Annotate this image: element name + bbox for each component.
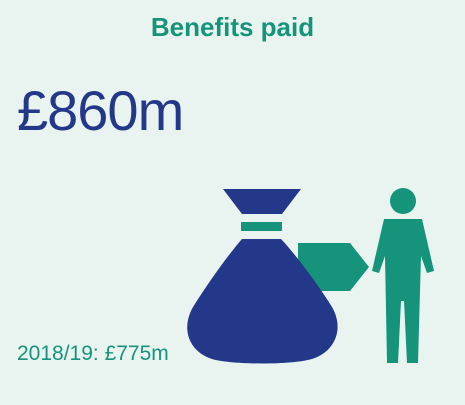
money-bag-icon [187,189,338,364]
previous-year-comparison: 2018/19: £775m [17,342,169,365]
person-icon [372,188,434,363]
arrow-right-icon [298,243,369,291]
card-title: Benefits paid [150,12,315,42]
benefits-amount: £860m [17,79,184,142]
